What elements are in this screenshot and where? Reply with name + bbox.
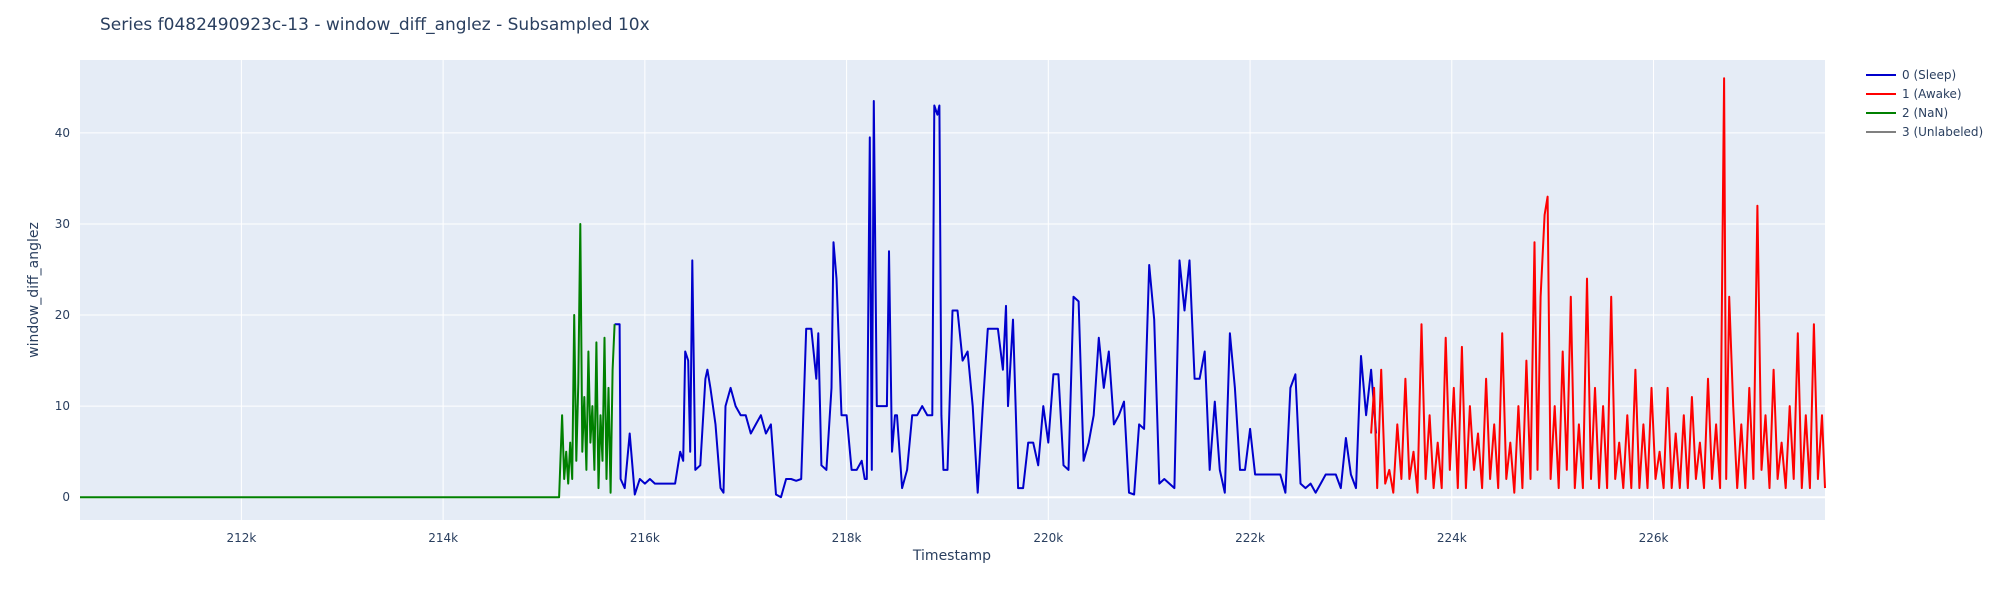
plot-area <box>80 60 1825 520</box>
series-line-1 <box>1370 77 1826 494</box>
legend-item[interactable]: 2 (NaN) <box>1866 106 1948 120</box>
legend-label: 0 (Sleep) <box>1902 68 1956 82</box>
series-layer <box>80 77 1826 499</box>
legend-item[interactable]: 3 (Unlabeled) <box>1866 125 1983 139</box>
series-line-0 <box>614 100 1378 499</box>
y-tick-label: 40 <box>55 126 70 140</box>
x-axis-ticks: 212k 214k 216k 218k 220k 222k 224k 226k <box>226 531 1668 545</box>
x-tick-label: 224k <box>1437 531 1467 545</box>
x-tick-label: 222k <box>1235 531 1265 545</box>
x-axis-title: Timestamp <box>912 548 991 564</box>
legend-item[interactable]: 0 (Sleep) <box>1866 68 1956 82</box>
legend[interactable]: 0 (Sleep) 1 (Awake) 2 (NaN) 3 (Unlabeled) <box>1866 68 1983 139</box>
x-tick-label: 220k <box>1033 531 1063 545</box>
legend-label: 1 (Awake) <box>1902 87 1962 101</box>
y-tick-label: 0 <box>62 490 70 504</box>
y-axis-title: window_diff_anglez <box>26 222 42 358</box>
x-tick-label: 218k <box>832 531 862 545</box>
y-tick-label: 30 <box>55 217 70 231</box>
legend-label: 2 (NaN) <box>1902 106 1948 120</box>
series-line-2 <box>80 223 616 499</box>
x-tick-label: 212k <box>226 531 256 545</box>
x-tick-label: 214k <box>428 531 458 545</box>
legend-label: 3 (Unlabeled) <box>1902 125 1983 139</box>
y-tick-label: 20 <box>55 308 70 322</box>
y-axis-ticks: 0 10 20 30 40 <box>55 126 70 504</box>
x-tick-label: 216k <box>630 531 660 545</box>
legend-item[interactable]: 1 (Awake) <box>1866 87 1962 101</box>
x-tick-label: 226k <box>1639 531 1669 545</box>
y-tick-label: 10 <box>55 399 70 413</box>
chart-title: Series f0482490923c-13 - window_diff_ang… <box>100 15 650 35</box>
